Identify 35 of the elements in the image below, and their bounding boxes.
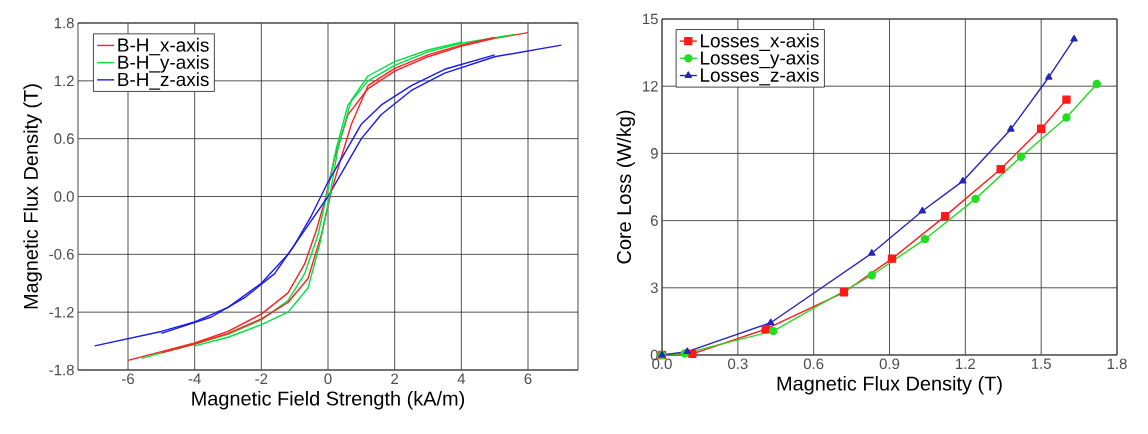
x-tick-label: 1.8 (1107, 358, 1127, 370)
y-tick-label: -1.2 (49, 306, 74, 318)
x-tick-label: 0.3 (728, 358, 748, 370)
x-tick-label: -6 (122, 373, 134, 385)
legend-label: Losses_x-axis (701, 33, 819, 51)
legend-label: B-H_z-axis (118, 72, 209, 90)
y-axis-title: Magnetic Flux Density (T) (23, 84, 42, 309)
legend-label: Losses_y-axis (701, 50, 819, 69)
y-tick-label: 1.8 (54, 17, 74, 29)
x-tick-label: 0.9 (879, 358, 900, 370)
x-tick-label: 4 (457, 373, 466, 384)
y-tick-label: 9 (650, 148, 658, 159)
legend-label: B-H_x-axis (118, 37, 209, 56)
x-tick-label: 6 (524, 373, 532, 385)
y-tick-label: 1.2 (54, 75, 74, 87)
x-tick-label: -4 (188, 373, 201, 384)
y-axis-title: Core Loss (W/kg) (616, 110, 636, 264)
x-tick-label: 1.2 (956, 358, 975, 369)
x-tick-label: 0 (324, 373, 332, 385)
x-axis-title: Magnetic Field Strength (kA/m) (192, 390, 465, 410)
y-tick-label: 15 (643, 13, 658, 25)
x-tick-label: -2 (255, 373, 268, 384)
x-tick-label: 1.5 (1031, 358, 1051, 369)
y-tick-label: 6 (650, 215, 658, 226)
legend-label: B-H_y-axis (118, 55, 209, 73)
y-tick-label: -1.8 (49, 364, 74, 376)
y-tick-label: 0.0 (54, 191, 74, 202)
legend-label: Losses_z-axis (701, 67, 819, 86)
y-tick-label: 0.6 (54, 133, 74, 144)
x-tick-label: 0.6 (803, 358, 824, 370)
x-axis-title: Magnetic Flux Density (T) (777, 375, 1002, 395)
y-tick-label: 12 (643, 80, 658, 92)
y-tick-label: -0.6 (49, 249, 74, 260)
y-tick-label: 3 (650, 282, 658, 294)
x-tick-label: 2 (391, 373, 399, 384)
